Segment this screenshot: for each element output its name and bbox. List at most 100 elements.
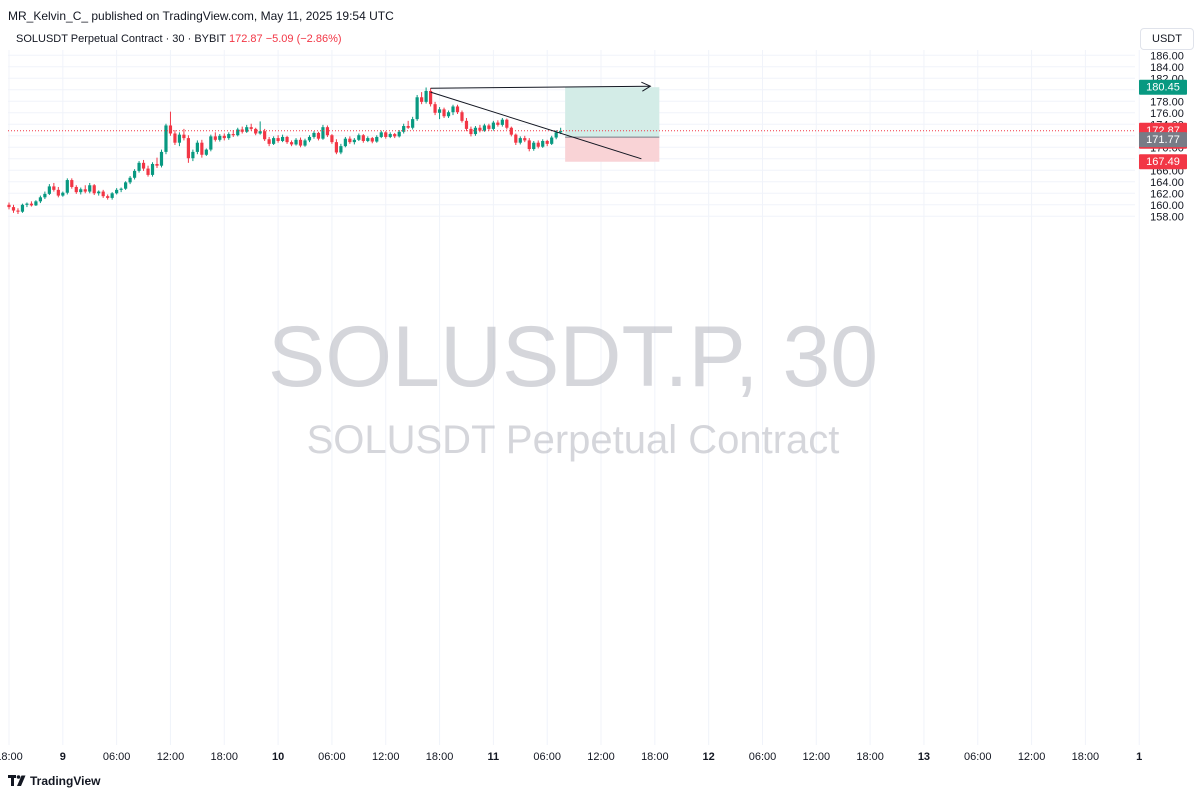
time-tick-label: 12:00 [372,751,400,763]
price-tick-label: 178.00 [1150,96,1184,108]
candle-body [536,142,540,147]
candle [11,204,16,213]
candle [464,117,469,132]
candle-body [505,119,509,128]
candle-body [379,132,383,137]
currency-button[interactable]: USDT [1140,28,1194,50]
candle [92,184,96,196]
candle [375,135,379,143]
candle-body [339,146,343,153]
candle-body [47,186,51,194]
time-tick-label: 06:00 [318,751,346,763]
candle-body [249,127,253,129]
arrow-line [430,85,651,89]
candle [469,126,473,137]
candle [249,123,253,131]
candle-body [545,140,549,144]
long-position-profit-zone [565,87,660,138]
candle [482,123,487,132]
candle [7,202,11,210]
candle [195,140,199,155]
price-tick-label: 164.00 [1150,177,1184,189]
time-tick-label: 06:00 [964,751,992,763]
price-tick-label: 186.00 [1150,50,1184,62]
candle [240,126,244,134]
candle-body [16,210,20,212]
candle-body [150,163,155,175]
candle [101,189,105,198]
time-tick-label: 06:00 [533,751,561,763]
candle-body [276,138,280,141]
candle-body [361,135,365,141]
candle [280,134,285,143]
time-tick-label: 10 [272,751,284,763]
trendline [430,91,642,160]
candle [159,149,164,168]
candle-body [20,204,25,212]
time-tick-label: 12:00 [1018,751,1046,763]
candle [379,130,383,139]
time-tick-label: 06:00 [103,751,131,763]
candle-body [343,138,347,147]
candle [446,110,451,118]
candle-body [509,127,513,135]
candle-body [79,189,83,193]
time-tick-label: 12:00 [803,751,831,763]
candle [514,133,518,145]
candle-body [455,106,460,113]
candle [258,121,262,135]
price-label-bg [1139,79,1187,95]
candle-body [384,132,388,137]
candle-body [280,136,285,141]
candle-body [428,90,433,105]
time-tick-label: 12:00 [157,751,185,763]
candle-body [464,120,469,129]
time-tick-label: 11 [488,751,500,763]
time-tick-label: 06:00 [749,751,777,763]
time-tick-label: 18:00 [1072,751,1100,763]
candle [245,124,249,133]
candle-body [397,131,401,137]
candle [204,148,208,156]
candle-body [550,137,554,144]
candle-body [74,186,78,193]
candle [61,191,65,197]
candle-body [195,142,199,152]
candle [164,123,168,155]
candle [56,186,60,198]
candle [267,136,271,147]
candle [110,192,114,200]
candle [536,140,540,149]
candle [88,182,92,194]
candle [25,202,29,208]
candle-body [307,136,312,141]
candle [276,135,280,143]
candle-body [289,142,294,145]
candle-body [106,196,110,198]
candle-body [298,139,303,146]
candle [473,126,478,136]
price-label-bg [1139,132,1187,148]
candle-body [231,134,235,136]
candle [285,135,289,144]
candle [393,132,397,139]
candle-body [393,134,397,137]
candle [424,87,428,104]
tradingview-logo-icon [8,775,26,787]
candle-body [294,139,298,145]
candle-body [482,125,487,131]
candle [168,111,173,136]
candle [330,134,334,144]
candle-body [285,136,289,143]
candle [213,132,217,142]
candle-body [532,142,536,150]
candle [532,140,536,151]
last-price: 172.87 [228,33,263,45]
candle [132,169,137,180]
candle [294,138,298,146]
candle-body [496,122,500,125]
candle-body [168,125,173,134]
price-label-text: 171.77 [1146,134,1180,146]
time-tick-label: 12 [703,751,715,763]
